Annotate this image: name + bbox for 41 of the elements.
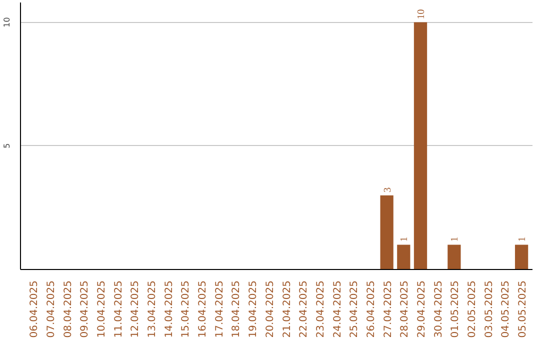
x-tick-label: 02.05.2025: [467, 280, 478, 338]
x-tick-label: 28.04.2025: [400, 280, 411, 338]
x-tick-label: 18.04.2025: [231, 280, 242, 338]
x-tick-label: 15.04.2025: [180, 280, 192, 338]
data-label: 1: [450, 236, 461, 242]
x-tick-label: 14.04.2025: [164, 280, 175, 338]
bar: [397, 244, 410, 270]
x-tick-label: 29.04.2025: [416, 280, 428, 338]
bar: [414, 22, 428, 270]
x-tick-label: 11.04.2025: [113, 280, 124, 338]
x-tick-label: 07.04.2025: [46, 280, 57, 338]
x-tick-label: 19.04.2025: [248, 280, 260, 338]
x-tick-label: 12.04.2025: [130, 280, 142, 338]
x-tick-label: 23.04.2025: [315, 280, 326, 338]
x-tick-label: 24.04.2025: [332, 280, 344, 338]
x-tick-label: 01.05.2025: [450, 280, 462, 338]
data-label: 1: [399, 236, 410, 242]
x-tick-label: 27.04.2025: [382, 280, 394, 338]
data-label: 1: [517, 236, 528, 242]
x-tick-label: 20.04.2025: [264, 280, 276, 338]
x-tick-label: 30.04.2025: [433, 280, 444, 338]
x-tick-label: 13.04.2025: [147, 280, 158, 338]
x-tick-label: 06.04.2025: [29, 280, 40, 338]
x-tick-label: 22.04.2025: [298, 280, 310, 338]
x-tick-label: 10.04.2025: [96, 280, 108, 338]
bar: [448, 244, 461, 270]
x-tick-label: 25.04.2025: [349, 280, 360, 338]
x-tick-label: 04.05.2025: [500, 280, 512, 338]
data-label: 3: [382, 187, 394, 192]
x-tick-label: 17.04.2025: [214, 280, 226, 338]
x-tick-label: 16.04.2025: [198, 280, 209, 338]
x-tick-label: 03.05.2025: [484, 280, 495, 338]
y-tick-label: 5: [2, 143, 12, 148]
x-tick-label: 08.04.2025: [62, 280, 74, 338]
x-tick-label: 26.04.2025: [366, 280, 377, 338]
bar: [514, 244, 528, 270]
x-tick-label: 09.04.2025: [80, 280, 91, 338]
x-tick-label: 21.04.2025: [282, 280, 293, 338]
bar: [380, 195, 394, 270]
data-label: 10: [416, 9, 427, 20]
x-tick-label: 05.05.2025: [518, 280, 529, 338]
